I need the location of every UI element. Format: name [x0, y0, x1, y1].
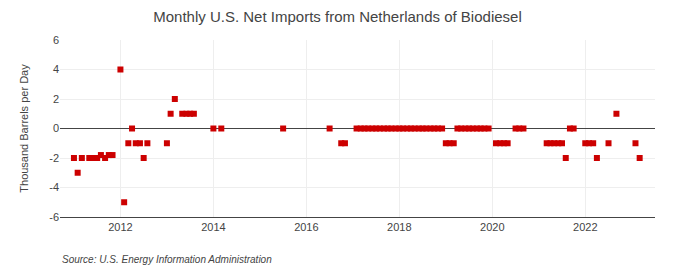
svg-text:Source: U.S. Energy Informatio: Source: U.S. Energy Information Administ…	[62, 254, 272, 265]
svg-text:2016: 2016	[294, 221, 318, 233]
svg-text:2018: 2018	[387, 221, 411, 233]
svg-text:Monthly U.S. Net Imports from: Monthly U.S. Net Imports from Netherland…	[153, 8, 521, 25]
svg-text:Thousand Barrels per Day: Thousand Barrels per Day	[18, 64, 30, 193]
svg-text:-4: -4	[49, 181, 59, 193]
svg-text:2014: 2014	[201, 221, 225, 233]
svg-text:2012: 2012	[108, 221, 132, 233]
svg-text:-2: -2	[49, 152, 59, 164]
svg-text:6: 6	[53, 34, 59, 46]
svg-text:2022: 2022	[573, 221, 597, 233]
svg-text:4: 4	[53, 63, 59, 75]
svg-text:-6: -6	[49, 211, 59, 223]
svg-text:2020: 2020	[480, 221, 504, 233]
svg-text:2: 2	[53, 93, 59, 105]
svg-text:0: 0	[53, 122, 59, 134]
